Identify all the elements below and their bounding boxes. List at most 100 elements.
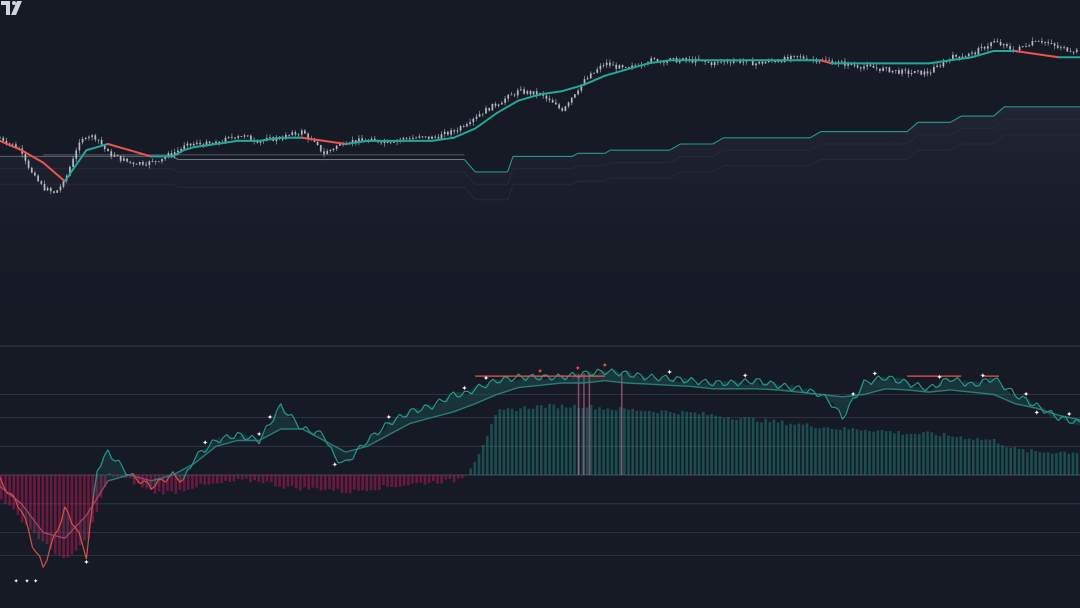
histogram-bar-positive	[589, 404, 593, 475]
candle-body	[316, 141, 319, 145]
histogram-bar-negative	[319, 475, 323, 491]
trend-line-segment	[431, 136, 455, 142]
histogram-bar-negative	[378, 475, 381, 490]
oscillator-line-segment	[536, 378, 541, 381]
candle-body	[157, 161, 160, 163]
histogram-bar-positive	[469, 468, 472, 475]
candle-body	[1060, 47, 1062, 49]
histogram-bar-positive	[776, 422, 780, 475]
oscillator-line-segment	[60, 506, 66, 522]
histogram-bar-positive	[893, 433, 896, 475]
oscillator-line-segment	[175, 477, 181, 483]
candle-body	[259, 141, 262, 143]
histogram-bar-positive	[714, 415, 718, 475]
oscillator-line-segment	[374, 432, 379, 436]
candle-body	[818, 61, 821, 63]
candle-body	[164, 156, 167, 159]
oscillator-line-segment	[403, 415, 407, 418]
signal-line-segment	[388, 422, 411, 436]
oscillator-line-segment	[424, 404, 429, 407]
oscillator-line-segment	[730, 379, 735, 383]
oscillator-line-segment	[467, 390, 472, 395]
trend-line-segment	[128, 149, 153, 158]
histogram-bar-positive	[481, 445, 485, 475]
histogram-bar-positive	[930, 432, 934, 475]
histogram-bar-positive	[805, 423, 809, 475]
candle-body	[43, 183, 46, 191]
histogram-bar-positive	[901, 434, 904, 475]
oscillator-line-segment	[485, 381, 491, 389]
candle-body	[1028, 45, 1031, 47]
peak-marker: ✦	[667, 368, 673, 376]
candle-body	[0, 137, 1, 139]
oscillator-line-segment	[597, 368, 602, 372]
candle-body	[75, 150, 78, 159]
histogram-bar-positive	[789, 423, 792, 475]
candle-body	[1002, 44, 1005, 46]
oscillator-line-segment	[186, 467, 192, 471]
oscillator-line-segment	[115, 459, 119, 462]
signal-line-segment	[85, 480, 109, 516]
candle-body	[958, 56, 961, 58]
candle-body	[939, 65, 942, 67]
candle-body	[1047, 42, 1050, 44]
oscillator-line-segment	[737, 381, 743, 387]
histogram-bar-positive	[747, 417, 751, 475]
candle-body	[987, 46, 989, 49]
oscillator-line-segment	[262, 425, 267, 435]
oscillator-line-segment	[885, 375, 890, 381]
histogram-bar-negative	[162, 475, 165, 495]
histogram-bar-negative	[402, 475, 406, 486]
oscillator-line-segment	[853, 396, 857, 399]
candle-body	[682, 58, 684, 60]
signal-line-segment	[539, 382, 562, 386]
oscillator-line-segment	[219, 437, 224, 444]
oscillator-line-segment	[489, 378, 494, 383]
oscillator-line-segment	[726, 379, 732, 385]
candle-body	[389, 142, 392, 144]
candle-body	[440, 134, 443, 139]
candle-body	[504, 98, 506, 103]
candle-body	[532, 91, 535, 95]
oscillator-line-segment	[338, 461, 343, 464]
histogram-bar-negative	[216, 475, 219, 484]
oscillator-line-segment	[1004, 387, 1009, 391]
signal-line-segment	[1015, 403, 1037, 409]
oscillator-line-segment	[1022, 395, 1027, 399]
oscillator-line-segment	[24, 517, 30, 532]
histogram-bar-positive	[780, 420, 784, 475]
oscillator-line-segment	[492, 378, 498, 384]
oscillator-line-segment	[233, 431, 239, 439]
signal-line-segment	[345, 445, 368, 453]
candle-body	[53, 191, 55, 193]
oscillator-line-segment	[352, 450, 357, 460]
candle-body	[418, 136, 421, 138]
candle-body	[942, 62, 945, 67]
oscillator-line-segment	[222, 434, 228, 439]
candle-body	[94, 135, 97, 140]
histogram-bar-positive	[710, 414, 713, 475]
histogram-bar-negative	[415, 475, 418, 484]
oscillator-line-segment	[291, 413, 296, 421]
candle-body	[393, 142, 395, 143]
candle-body	[894, 70, 897, 71]
trend-line-segment	[949, 56, 973, 62]
candle-body	[231, 136, 233, 138]
oscillator-line-segment	[193, 451, 199, 461]
histogram-bar-positive	[606, 408, 610, 475]
candle-body	[205, 141, 208, 147]
oscillator-line-segment	[561, 376, 566, 381]
oscillator-line-segment	[204, 446, 210, 453]
oscillator-line-segment	[294, 420, 300, 429]
histogram-bar-positive	[810, 426, 813, 475]
histogram-bar-negative	[361, 475, 364, 491]
oscillator-line-segment	[590, 373, 595, 377]
oscillator-line-segment	[457, 395, 461, 398]
candle-body	[472, 118, 475, 123]
histogram-bar-positive	[739, 418, 742, 475]
histogram-bar-positive	[814, 428, 817, 475]
candle-body	[723, 61, 726, 63]
candle-body	[1063, 47, 1065, 49]
oscillator-line-segment	[237, 431, 242, 435]
tradingview-logo-icon[interactable]	[0, 0, 26, 16]
